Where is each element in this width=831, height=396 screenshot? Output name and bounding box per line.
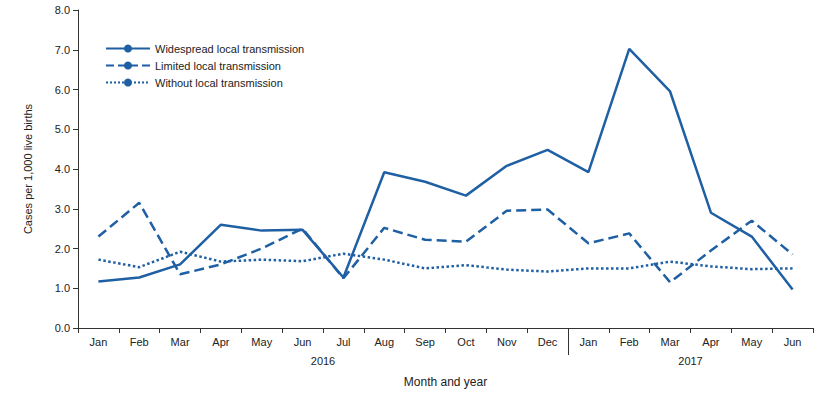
svg-text:4.0: 4.0 [55,163,70,175]
svg-text:Mar: Mar [171,336,190,348]
svg-text:Limited local transmission: Limited local transmission [155,60,281,72]
svg-text:2.0: 2.0 [55,243,70,255]
svg-text:Dec: Dec [538,336,558,348]
svg-text:Widespread local transmission: Widespread local transmission [155,43,304,55]
svg-text:May: May [741,336,762,348]
svg-text:Feb: Feb [620,336,639,348]
svg-text:Apr: Apr [702,336,719,348]
svg-text:Aug: Aug [374,336,394,348]
svg-text:Mar: Mar [661,336,680,348]
svg-text:Jun: Jun [294,336,312,348]
svg-text:Apr: Apr [212,336,229,348]
svg-text:Jul: Jul [336,336,350,348]
svg-text:1.0: 1.0 [55,282,70,294]
svg-text:Nov: Nov [497,336,517,348]
svg-text:0.0: 0.0 [55,322,70,334]
svg-text:7.0: 7.0 [55,44,70,56]
svg-text:Jun: Jun [784,336,802,348]
svg-text:2016: 2016 [311,355,335,367]
svg-text:Sep: Sep [415,336,435,348]
svg-text:8.0: 8.0 [55,4,70,16]
svg-text:Cases per 1,000 live births: Cases per 1,000 live births [22,103,34,234]
svg-text:May: May [251,336,272,348]
svg-text:Month and year: Month and year [404,375,487,389]
svg-text:Jan: Jan [90,336,108,348]
svg-text:Jan: Jan [580,336,598,348]
svg-text:Oct: Oct [457,336,474,348]
svg-text:2017: 2017 [678,355,702,367]
svg-text:Without local transmission: Without local transmission [155,77,283,89]
svg-text:5.0: 5.0 [55,123,70,135]
svg-text:Feb: Feb [130,336,149,348]
svg-text:6.0: 6.0 [55,84,70,96]
svg-text:3.0: 3.0 [55,203,70,215]
